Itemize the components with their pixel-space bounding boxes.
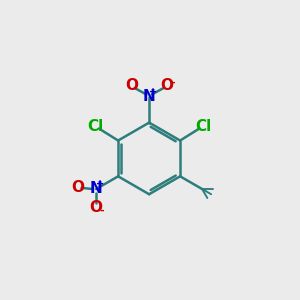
Text: Cl: Cl (195, 119, 212, 134)
Text: O: O (90, 200, 103, 214)
Text: N: N (143, 88, 155, 104)
Text: N: N (90, 181, 103, 196)
Text: +: + (149, 87, 158, 97)
Text: O: O (125, 78, 138, 93)
Text: Cl: Cl (87, 119, 103, 134)
Text: O: O (160, 78, 173, 93)
Text: +: + (96, 179, 104, 189)
Text: -: - (171, 77, 175, 87)
Text: O: O (71, 180, 84, 195)
Text: -: - (100, 206, 104, 215)
